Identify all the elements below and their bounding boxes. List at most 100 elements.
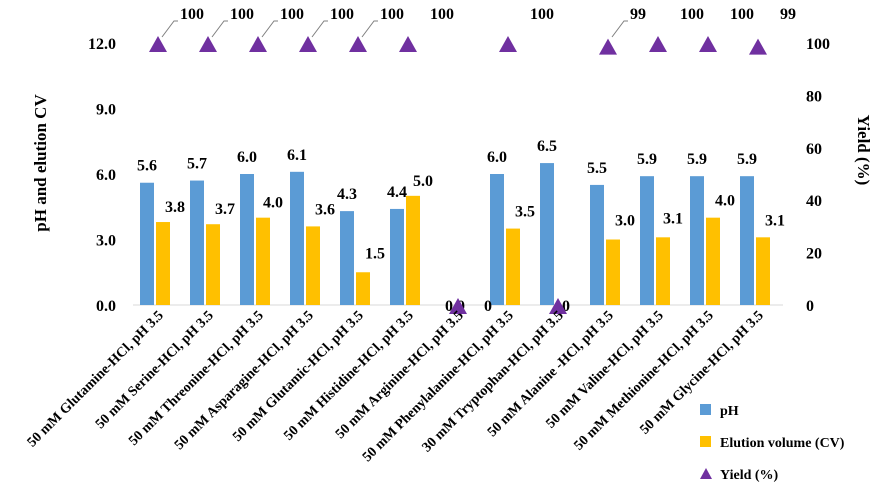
y-tick-label: 12.0 — [88, 36, 116, 53]
ph-bar — [640, 176, 654, 305]
yield-leader-line — [361, 20, 378, 38]
yield-leader-line — [211, 20, 228, 38]
elution-bar — [606, 239, 620, 305]
elution-bar — [756, 237, 770, 305]
yield-marker-triangle — [649, 36, 667, 52]
yield-data-label: 100 — [430, 6, 454, 23]
category-labels: 50 mM Glutamine-HCl, pH 3.550 mM Serine-… — [25, 308, 767, 465]
ph-bar — [340, 211, 354, 305]
y2-tick-label: 20 — [806, 246, 822, 263]
y2-tick-label: 40 — [806, 193, 822, 210]
y-tick-label: 9.0 — [96, 102, 116, 119]
data-labels: 5.6 5.7 6.0 6.1 4.3 4.4 6.0 6.5 5.5 5.9 5.9 5.9 3.8 3… — [137, 6, 796, 315]
yield-marker-triangle — [549, 298, 567, 314]
y2-tick-label: 100 — [806, 36, 830, 53]
yield-marker-triangle — [449, 298, 467, 314]
yield-data-label: 100 — [730, 6, 754, 23]
ph-data-label: 6.5 — [537, 138, 557, 155]
ph-data-label: 5.9 — [687, 151, 707, 168]
elution-data-label: 3.5 — [515, 204, 535, 221]
yield-marker-triangle — [149, 36, 167, 52]
legend: pH Elution volume (CV) Yield (%) — [700, 404, 845, 483]
axes: pH and elution CV Yield (%) — [31, 94, 872, 232]
yield-data-label: 100 — [380, 6, 404, 23]
yield-markers — [149, 36, 767, 314]
yield-data-label: 100 — [530, 6, 554, 23]
bars — [133, 163, 783, 306]
legend-label: Yield (%) — [720, 468, 779, 483]
yield-leader-line — [161, 20, 178, 38]
yield-marker-triangle — [299, 36, 317, 52]
ph-bar — [390, 208, 404, 305]
yield-data-label: 100 — [330, 6, 354, 23]
y2-axis-title: Yield (%) — [854, 115, 872, 186]
elution-data-label: 3.1 — [663, 210, 683, 227]
ph-data-label: 6.0 — [237, 149, 257, 166]
legend-label: Elution volume (CV) — [720, 436, 845, 451]
yield-marker-triangle — [249, 36, 267, 52]
yield-marker-triangle — [599, 38, 617, 55]
ph-data-label: 5.9 — [737, 151, 757, 168]
legend-swatch-yield — [700, 468, 712, 479]
yield-marker-triangle — [499, 36, 517, 52]
tick-labels: 0.0 3.0 6.0 9.0 12.0 0 20 40 60 80 100 — [88, 36, 830, 315]
yield-data-label: 100 — [230, 6, 254, 23]
elution-data-label: 3.8 — [165, 199, 185, 216]
y2-tick-label: 60 — [806, 141, 822, 158]
elution-bar — [256, 217, 270, 305]
y-tick-label: 0.0 — [96, 298, 116, 315]
ph-data-label: 4.4 — [387, 184, 407, 201]
elution-bar — [156, 222, 170, 305]
ph-bar — [690, 176, 704, 305]
ph-bar — [740, 176, 754, 305]
y-tick-label: 3.0 — [96, 233, 116, 250]
yield-marker-triangle — [699, 36, 717, 52]
ph-data-label: 4.3 — [337, 186, 357, 203]
elution-data-label: 1.5 — [365, 245, 385, 262]
yield-marker-triangle — [199, 36, 217, 52]
yield-marker-triangle — [399, 36, 417, 52]
elution-bar — [206, 224, 220, 305]
elution-data-label: 3.7 — [215, 201, 235, 218]
elution-data-label: 3.6 — [315, 201, 335, 218]
elution-bar — [306, 226, 320, 305]
leader-lines — [161, 20, 628, 38]
legend-swatch-elution — [700, 436, 711, 447]
ph-bar — [140, 182, 154, 305]
y2-tick-label: 0 — [806, 298, 814, 315]
yield-data-label: 100 — [680, 6, 704, 23]
yield-leader-line — [261, 20, 278, 38]
legend-label: pH — [720, 404, 739, 419]
y2-tick-label: 80 — [806, 88, 822, 105]
elution-data-label: 3.1 — [765, 212, 785, 229]
ph-data-label: 5.7 — [187, 156, 207, 173]
elution-bar — [356, 272, 370, 305]
y-tick-label: 6.0 — [96, 167, 116, 184]
ph-bar — [490, 174, 504, 305]
elution-data-label: 4.0 — [263, 195, 283, 212]
y-axis-title: pH and elution CV — [31, 94, 50, 232]
elution-data-label: 3.0 — [615, 213, 635, 230]
elution-bar — [506, 228, 520, 305]
ph-data-label: 5.5 — [587, 160, 607, 177]
yield-data-label: 99 — [630, 6, 646, 23]
yield-leader-line — [311, 20, 328, 38]
ph-bar — [240, 174, 254, 305]
yield-leader-line — [611, 20, 628, 38]
elution-bar — [406, 195, 420, 305]
yield-marker-triangle — [349, 36, 367, 52]
elution-bar — [656, 237, 670, 305]
legend-swatch-ph — [700, 404, 711, 415]
yield-data-label: 100 — [280, 6, 304, 23]
ph-data-label: 5.6 — [137, 158, 157, 175]
ph-bar — [190, 180, 204, 305]
ph-data-label: 6.1 — [287, 147, 307, 164]
yield-data-label: 100 — [180, 6, 204, 23]
ph-data-label: 5.9 — [637, 151, 657, 168]
ph-bar — [540, 163, 554, 305]
ph-bar — [290, 171, 304, 305]
elution-data-label: 4.0 — [715, 193, 735, 210]
yield-data-label: 0 — [562, 298, 570, 315]
elution-data-label: 5.0 — [413, 173, 433, 190]
